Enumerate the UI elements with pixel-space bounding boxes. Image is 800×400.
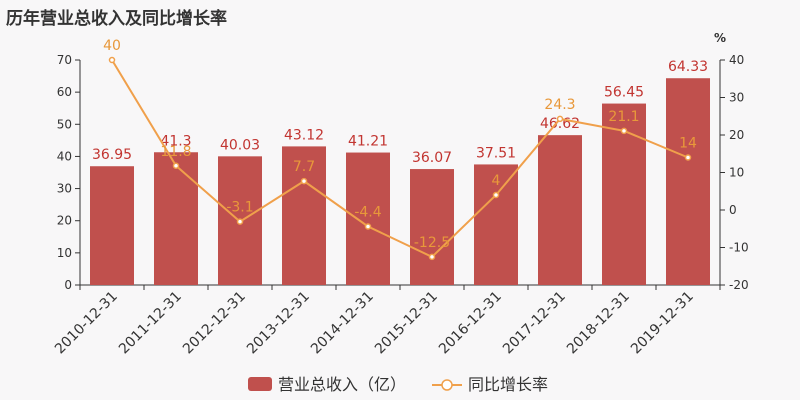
growth-point [300,177,308,185]
growth-point [428,253,436,261]
growth-data-label: 40 [103,38,121,54]
bar [282,146,326,285]
y-left-tick-label: 20 [57,214,72,228]
y-right-tick-label: -10 [729,241,749,255]
legend-line-marker [441,379,453,391]
bar-data-label: 37.51 [476,145,516,161]
growth-data-label: 14 [679,136,697,152]
x-tick-label: 2014-12-31 [308,289,377,358]
growth-point [108,56,116,64]
x-tick-label: 2018-12-31 [564,289,633,358]
x-tick-label: 2010-12-31 [52,289,121,358]
bar [538,135,582,285]
bar [346,152,390,285]
x-tick-label: 2012-12-31 [180,289,249,358]
growth-point [684,154,692,161]
legend-bar-label: 营业总收入（亿） [278,375,406,394]
growth-data-label: 7.7 [293,159,315,175]
y-left-tick-label: 30 [57,182,72,196]
y-right-tick-label: 0 [729,203,737,217]
y-right-tick-label: 10 [729,166,744,180]
bar [474,164,518,285]
bar [666,78,710,285]
bar [154,152,198,285]
x-tick-label: 2011-12-31 [116,289,185,358]
bar [90,166,134,285]
bar [410,169,454,285]
chart-title: 历年营业总收入及同比增长率 [6,9,227,29]
growth-data-label: 11.8 [160,144,191,160]
bar-data-label: 41.21 [348,134,388,150]
growth-point [172,162,180,169]
x-tick-label: 2019-12-31 [628,289,697,358]
bar-data-label: 36.95 [92,147,132,163]
growth-point [492,191,500,199]
bar-data-label: 56.45 [604,85,644,101]
y-right-tick-label: 20 [729,128,744,142]
growth-data-label: -3.1 [226,200,253,216]
bar-data-label: 41.3 [160,133,191,149]
growth-data-label: -12.5 [414,235,450,251]
y-left-tick-label: 70 [57,53,72,67]
growth-data-label: -4.4 [354,205,381,221]
x-tick-label: 2017-12-31 [500,289,569,358]
growth-data-label: 24.3 [544,97,575,113]
growth-point [364,223,372,230]
y-right-unit-label: % [714,31,726,45]
legend-bar-swatch [248,377,272,391]
y-left-tick-label: 10 [57,246,72,260]
bar-data-label: 43.12 [284,127,324,143]
y-left-tick-label: 50 [57,117,72,131]
growth-point [236,218,244,225]
y-right-tick-label: 40 [729,53,744,67]
growth-data-label: 4 [492,173,501,189]
y-left-tick-label: 40 [57,149,72,163]
growth-point [620,127,628,135]
growth-data-label: 21.1 [608,109,639,125]
y-right-tick-label: 30 [729,91,744,105]
x-tick-label: 2015-12-31 [372,289,441,358]
x-tick-label: 2016-12-31 [436,289,505,358]
bar-data-label: 36.07 [412,150,452,166]
bar-data-label: 40.03 [220,137,260,153]
legend-line-label: 同比增长率 [468,375,548,394]
growth-line [111,59,689,259]
y-left-tick-label: 0 [64,278,72,292]
growth-point [556,115,564,123]
x-tick-label: 2013-12-31 [244,289,313,358]
bar-data-label: 64.33 [668,59,708,75]
y-right-tick-label: -20 [729,278,749,292]
y-left-tick-label: 60 [57,85,72,99]
